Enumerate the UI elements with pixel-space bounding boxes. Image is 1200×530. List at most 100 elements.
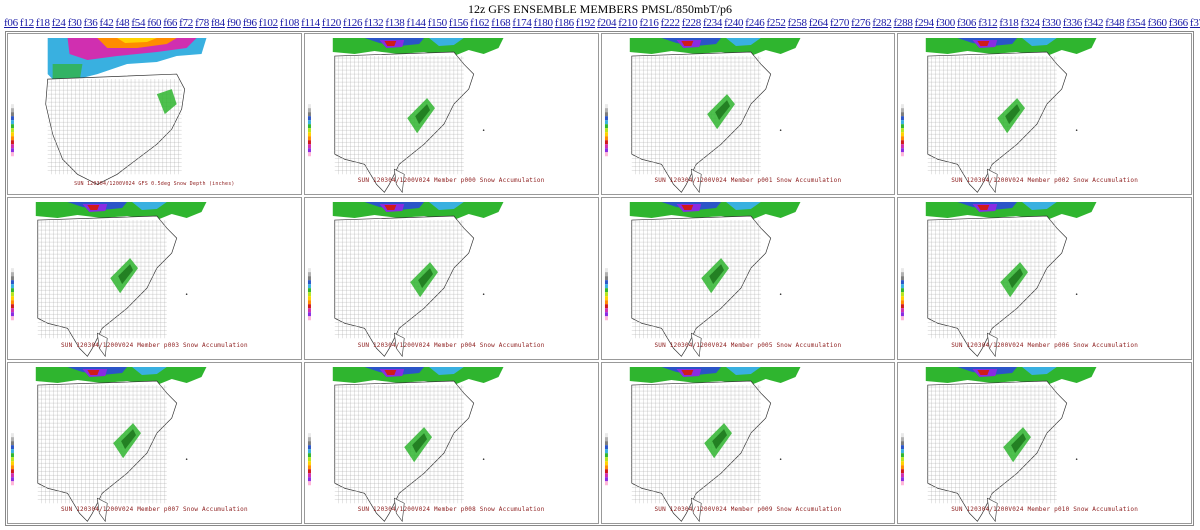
- color-bar-segment: [901, 140, 904, 144]
- forecast-hour-link-f54[interactable]: f54: [131, 17, 145, 29]
- color-bar-segment: [901, 297, 904, 301]
- forecast-hour-link-f372[interactable]: f372: [1190, 17, 1200, 29]
- forecast-hour-link-f18[interactable]: f18: [36, 17, 50, 29]
- ensemble-panel-grid: SUN 120304/1200V024 GFS 0.5deg Snow Dept…: [5, 31, 1194, 526]
- forecast-hour-link-f06[interactable]: f06: [4, 17, 18, 29]
- member-panel[interactable]: SUN 120304/1200V024 Member p003 Snow Acc…: [7, 197, 302, 359]
- forecast-hour-link-f156[interactable]: f156: [449, 17, 468, 29]
- member-panel[interactable]: SUN 120304/1200V024 Member p001 Snow Acc…: [601, 33, 896, 195]
- forecast-hour-link-f330[interactable]: f330: [1042, 17, 1061, 29]
- forecast-hour-link-f234[interactable]: f234: [703, 17, 722, 29]
- color-bar-segment: [308, 445, 311, 449]
- color-bar-segment: [11, 140, 14, 144]
- forecast-hour-link-f126[interactable]: f126: [343, 17, 362, 29]
- forecast-hour-link-f72[interactable]: f72: [179, 17, 193, 29]
- forecast-hour-link-f186[interactable]: f186: [555, 17, 574, 29]
- forecast-hour-link-f354[interactable]: f354: [1126, 17, 1145, 29]
- forecast-hour-link-f348[interactable]: f348: [1105, 17, 1124, 29]
- forecast-hour-link-f174[interactable]: f174: [512, 17, 531, 29]
- color-bar-segment: [308, 140, 311, 144]
- forecast-hour-link-f294[interactable]: f294: [915, 17, 934, 29]
- forecast-hour-link-f138[interactable]: f138: [385, 17, 404, 29]
- member-panel[interactable]: SUN 120304/1200V024 Member p002 Snow Acc…: [897, 33, 1192, 195]
- color-bar-segment: [604, 445, 607, 449]
- forecast-hour-link-f252[interactable]: f252: [766, 17, 785, 29]
- color-bar-segment: [604, 465, 607, 469]
- forecast-hour-link-f114[interactable]: f114: [301, 17, 320, 29]
- color-bar-segment: [308, 301, 311, 305]
- color-bar-segment: [901, 437, 904, 441]
- forecast-hour-link-f84[interactable]: f84: [211, 17, 225, 29]
- forecast-hour-link-f78[interactable]: f78: [195, 17, 209, 29]
- member-panel[interactable]: SUN 120304/1200V024 Member p009 Snow Acc…: [601, 362, 896, 524]
- forecast-hour-link-f162[interactable]: f162: [470, 17, 489, 29]
- forecast-hour-link-f90[interactable]: f90: [227, 17, 241, 29]
- forecast-hour-link-f288[interactable]: f288: [894, 17, 913, 29]
- forecast-hour-link-f108[interactable]: f108: [280, 17, 299, 29]
- color-bar-segment: [308, 152, 311, 156]
- forecast-hour-link-f228[interactable]: f228: [682, 17, 701, 29]
- forecast-hour-link-f300[interactable]: f300: [936, 17, 955, 29]
- color-bar-segment: [11, 116, 14, 120]
- forecast-hour-link-f30[interactable]: f30: [68, 17, 82, 29]
- forecast-hour-link-f360[interactable]: f360: [1148, 17, 1167, 29]
- forecast-hour-link-f276[interactable]: f276: [851, 17, 870, 29]
- snow-map: [602, 198, 895, 358]
- forecast-hour-link-f66[interactable]: f66: [163, 17, 177, 29]
- forecast-hour-link-f168[interactable]: f168: [491, 17, 510, 29]
- member-panel[interactable]: SUN 120304/1200V024 Member p008 Snow Acc…: [304, 362, 599, 524]
- member-panel[interactable]: SUN 120304/1200V024 Member p004 Snow Acc…: [304, 197, 599, 359]
- color-bar-segment: [11, 136, 14, 140]
- forecast-hour-link-f192[interactable]: f192: [576, 17, 595, 29]
- forecast-hour-link-f36[interactable]: f36: [84, 17, 98, 29]
- forecast-hour-link-f60[interactable]: f60: [147, 17, 161, 29]
- member-panel[interactable]: SUN 120304/1200V024 Member p005 Snow Acc…: [601, 197, 896, 359]
- member-panel[interactable]: SUN 120304/1200V024 Member p006 Snow Acc…: [897, 197, 1192, 359]
- forecast-hour-link-f120[interactable]: f120: [322, 17, 341, 29]
- forecast-hour-link-f336[interactable]: f336: [1063, 17, 1082, 29]
- forecast-hour-link-f246[interactable]: f246: [745, 17, 764, 29]
- color-bar-segment: [901, 104, 904, 108]
- member-panel[interactable]: SUN 120304/1200V024 Member p010 Snow Acc…: [897, 362, 1192, 524]
- forecast-hour-link-f180[interactable]: f180: [534, 17, 553, 29]
- snow-map: [898, 198, 1191, 358]
- color-bar-segment: [604, 433, 607, 437]
- forecast-hour-link-f240[interactable]: f240: [724, 17, 743, 29]
- forecast-hour-link-f342[interactable]: f342: [1084, 17, 1103, 29]
- forecast-hour-link-f324[interactable]: f324: [1021, 17, 1040, 29]
- forecast-hour-link-f96[interactable]: f96: [243, 17, 257, 29]
- forecast-hour-link-f264[interactable]: f264: [809, 17, 828, 29]
- forecast-hour-link-f48[interactable]: f48: [115, 17, 129, 29]
- color-bar-segment: [308, 285, 311, 289]
- forecast-hour-link-f312[interactable]: f312: [978, 17, 997, 29]
- forecast-hour-link-f270[interactable]: f270: [830, 17, 849, 29]
- forecast-hour-link-f216[interactable]: f216: [639, 17, 658, 29]
- forecast-hour-link-f306[interactable]: f306: [957, 17, 976, 29]
- color-bar-segment: [604, 136, 607, 140]
- color-bar-segment: [11, 120, 14, 124]
- forecast-hour-link-f204[interactable]: f204: [597, 17, 616, 29]
- forecast-hour-link-f150[interactable]: f150: [428, 17, 447, 29]
- forecast-hour-link-f24[interactable]: f24: [52, 17, 66, 29]
- member-panel[interactable]: SUN 120304/1200V024 Member p000 Snow Acc…: [304, 33, 599, 195]
- color-bar-segment: [901, 116, 904, 120]
- color-bar-segment: [604, 120, 607, 124]
- forecast-hour-link-f144[interactable]: f144: [407, 17, 426, 29]
- overview-panel[interactable]: SUN 120304/1200V024 GFS 0.5deg Snow Dept…: [7, 33, 302, 195]
- forecast-hour-link-f102[interactable]: f102: [259, 17, 278, 29]
- color-bar-segment: [604, 276, 607, 280]
- forecast-hour-link-f366[interactable]: f366: [1169, 17, 1188, 29]
- color-bar-segment: [308, 108, 311, 112]
- forecast-hour-link-f12[interactable]: f12: [20, 17, 34, 29]
- forecast-hour-link-f282[interactable]: f282: [872, 17, 891, 29]
- forecast-hour-link-f258[interactable]: f258: [788, 17, 807, 29]
- forecast-hour-link-f42[interactable]: f42: [100, 17, 114, 29]
- member-panel[interactable]: SUN 120304/1200V024 Member p007 Snow Acc…: [7, 362, 302, 524]
- color-bar-segment: [604, 449, 607, 453]
- forecast-hour-link-f132[interactable]: f132: [364, 17, 383, 29]
- forecast-hour-link-f222[interactable]: f222: [661, 17, 680, 29]
- forecast-hour-link-f318[interactable]: f318: [999, 17, 1018, 29]
- color-bar-segment: [604, 152, 607, 156]
- color-bar-segment: [11, 457, 14, 461]
- forecast-hour-link-f210[interactable]: f210: [618, 17, 637, 29]
